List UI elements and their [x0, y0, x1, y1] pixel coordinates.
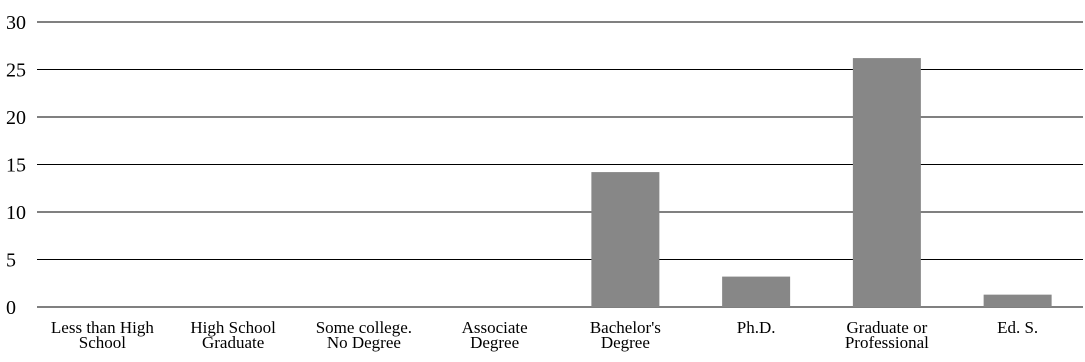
- x-category-label: Graduate or Professional: [845, 318, 929, 352]
- x-category-label-line: No Degree: [327, 333, 401, 352]
- y-tick-label: 0: [6, 297, 16, 319]
- x-category-label-line: Graduate: [202, 333, 264, 352]
- x-category-label: High School Graduate: [190, 318, 276, 352]
- y-tick-label: 20: [6, 107, 26, 129]
- x-axis-labels: Less than High School High School Graduate S…: [51, 318, 1038, 352]
- x-category-label-line: Degree: [470, 333, 519, 352]
- x-category-label: Some college. No Degree: [316, 318, 412, 352]
- y-tick-label: 15: [6, 155, 26, 177]
- x-category-label: Ed. S.: [997, 318, 1038, 337]
- y-axis-ticks: 0 5 10 15 20 25 30: [6, 12, 26, 319]
- y-tick-label: 5: [6, 250, 16, 272]
- x-category-label-line: Graduate or: [847, 318, 928, 337]
- x-category-label-line: High School: [190, 318, 276, 337]
- y-tick-label: 30: [6, 12, 26, 34]
- x-category-label-line: Degree: [601, 333, 650, 352]
- x-category-label-line: Some college.: [316, 318, 412, 337]
- x-category-label: Associate Degree: [462, 318, 528, 352]
- x-category-label-line: School: [79, 333, 127, 352]
- x-category-label-line: Less than High: [51, 318, 154, 337]
- bar: [852, 58, 921, 307]
- x-category-label: Ph.D.: [737, 318, 776, 337]
- y-tick-label: 25: [6, 60, 26, 82]
- y-tick-label: 10: [6, 202, 26, 224]
- gridlines: [37, 21, 1083, 308]
- x-category-label-line: Associate: [462, 318, 528, 337]
- bar: [722, 276, 791, 307]
- x-category-label-line: Ph.D.: [737, 318, 776, 337]
- x-category-label: Bachelor's Degree: [590, 318, 661, 352]
- bar: [591, 172, 660, 307]
- bar: [983, 294, 1052, 307]
- x-category-label-line: Bachelor's: [590, 318, 661, 337]
- x-category-label: Less than High School: [51, 318, 154, 352]
- bars: [591, 58, 1052, 307]
- x-category-label-line: Professional: [845, 333, 929, 352]
- x-category-label-line: Ed. S.: [997, 318, 1038, 337]
